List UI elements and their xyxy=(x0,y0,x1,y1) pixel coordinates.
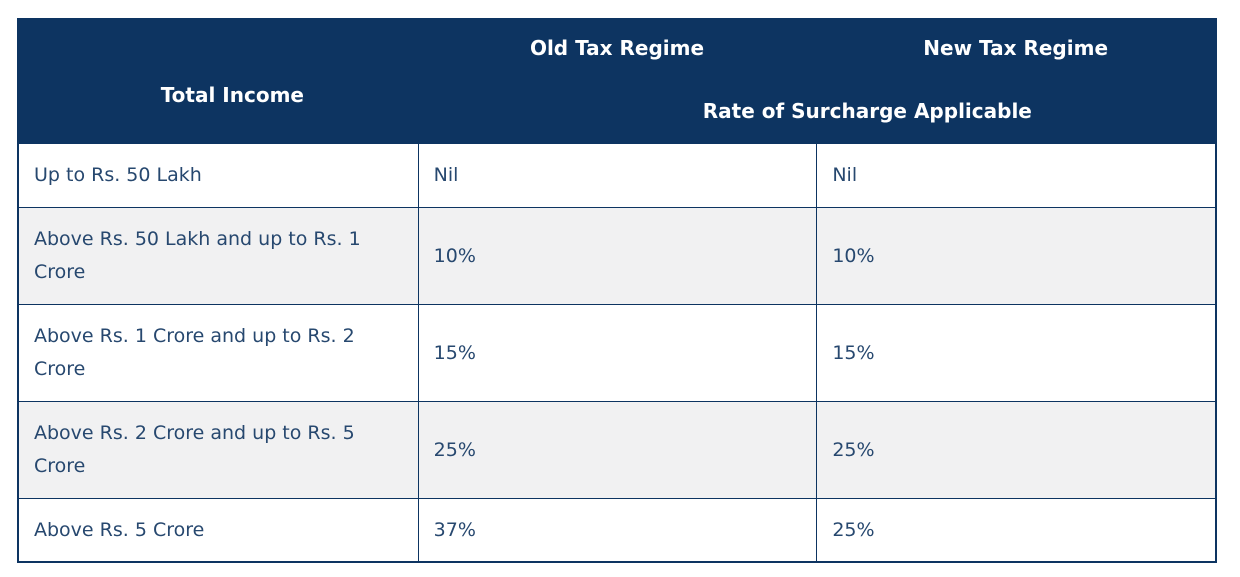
income-cell: Above Rs. 50 Lakh and up to Rs. 1 Crore xyxy=(19,208,418,304)
income-cell: Above Rs. 1 Crore and up to Rs. 2 Crore xyxy=(19,305,418,401)
new-rate-cell: 25% xyxy=(816,402,1215,498)
header-total-income: Total Income xyxy=(160,83,304,107)
income-text: Up to Rs. 50 Lakh xyxy=(34,164,202,187)
income-text: Above Rs. 2 Crore and up to Rs. 5 Crore xyxy=(34,422,355,477)
table-row: Above Rs. 1 Crore and up to Rs. 2 Crore … xyxy=(19,304,1215,401)
header-new-tax-regime: New Tax Regime xyxy=(923,35,1109,60)
table-row: Above Rs. 5 Crore 37% 25% xyxy=(19,498,1215,561)
new-rate-cell: 15% xyxy=(816,305,1215,401)
income-text: Above Rs. 50 Lakh and up to Rs. 1 Crore xyxy=(34,228,361,283)
income-cell: Above Rs. 2 Crore and up to Rs. 5 Crore xyxy=(19,402,418,498)
new-rate-cell: 10% xyxy=(816,208,1215,304)
surcharge-table: Total Income Old Tax Regime New Tax Regi… xyxy=(17,18,1217,563)
income-cell: Up to Rs. 50 Lakh xyxy=(19,144,418,207)
header-rate-of-surcharge: Rate of Surcharge Applicable xyxy=(702,99,1032,123)
income-text: Above Rs. 1 Crore and up to Rs. 2 Crore xyxy=(34,325,355,380)
header-old-tax-regime: Old Tax Regime xyxy=(529,35,705,60)
table-header: Total Income Old Tax Regime New Tax Regi… xyxy=(19,20,1215,143)
old-rate-cell: Nil xyxy=(417,144,817,207)
income-text: Above Rs. 5 Crore xyxy=(34,518,205,541)
income-cell: Above Rs. 5 Crore xyxy=(19,499,418,561)
table-row: Up to Rs. 50 Lakh Nil Nil xyxy=(19,143,1215,207)
old-rate-cell: 25% xyxy=(417,402,817,498)
table-row: Above Rs. 2 Crore and up to Rs. 5 Crore … xyxy=(19,401,1215,498)
old-rate-cell: 10% xyxy=(417,208,817,304)
old-rate-cell: 37% xyxy=(417,499,817,561)
old-rate-cell: 15% xyxy=(417,305,817,401)
table-row: Above Rs. 50 Lakh and up to Rs. 1 Crore … xyxy=(19,207,1215,304)
new-rate-cell: Nil xyxy=(816,144,1215,207)
new-rate-cell: 25% xyxy=(816,499,1215,561)
